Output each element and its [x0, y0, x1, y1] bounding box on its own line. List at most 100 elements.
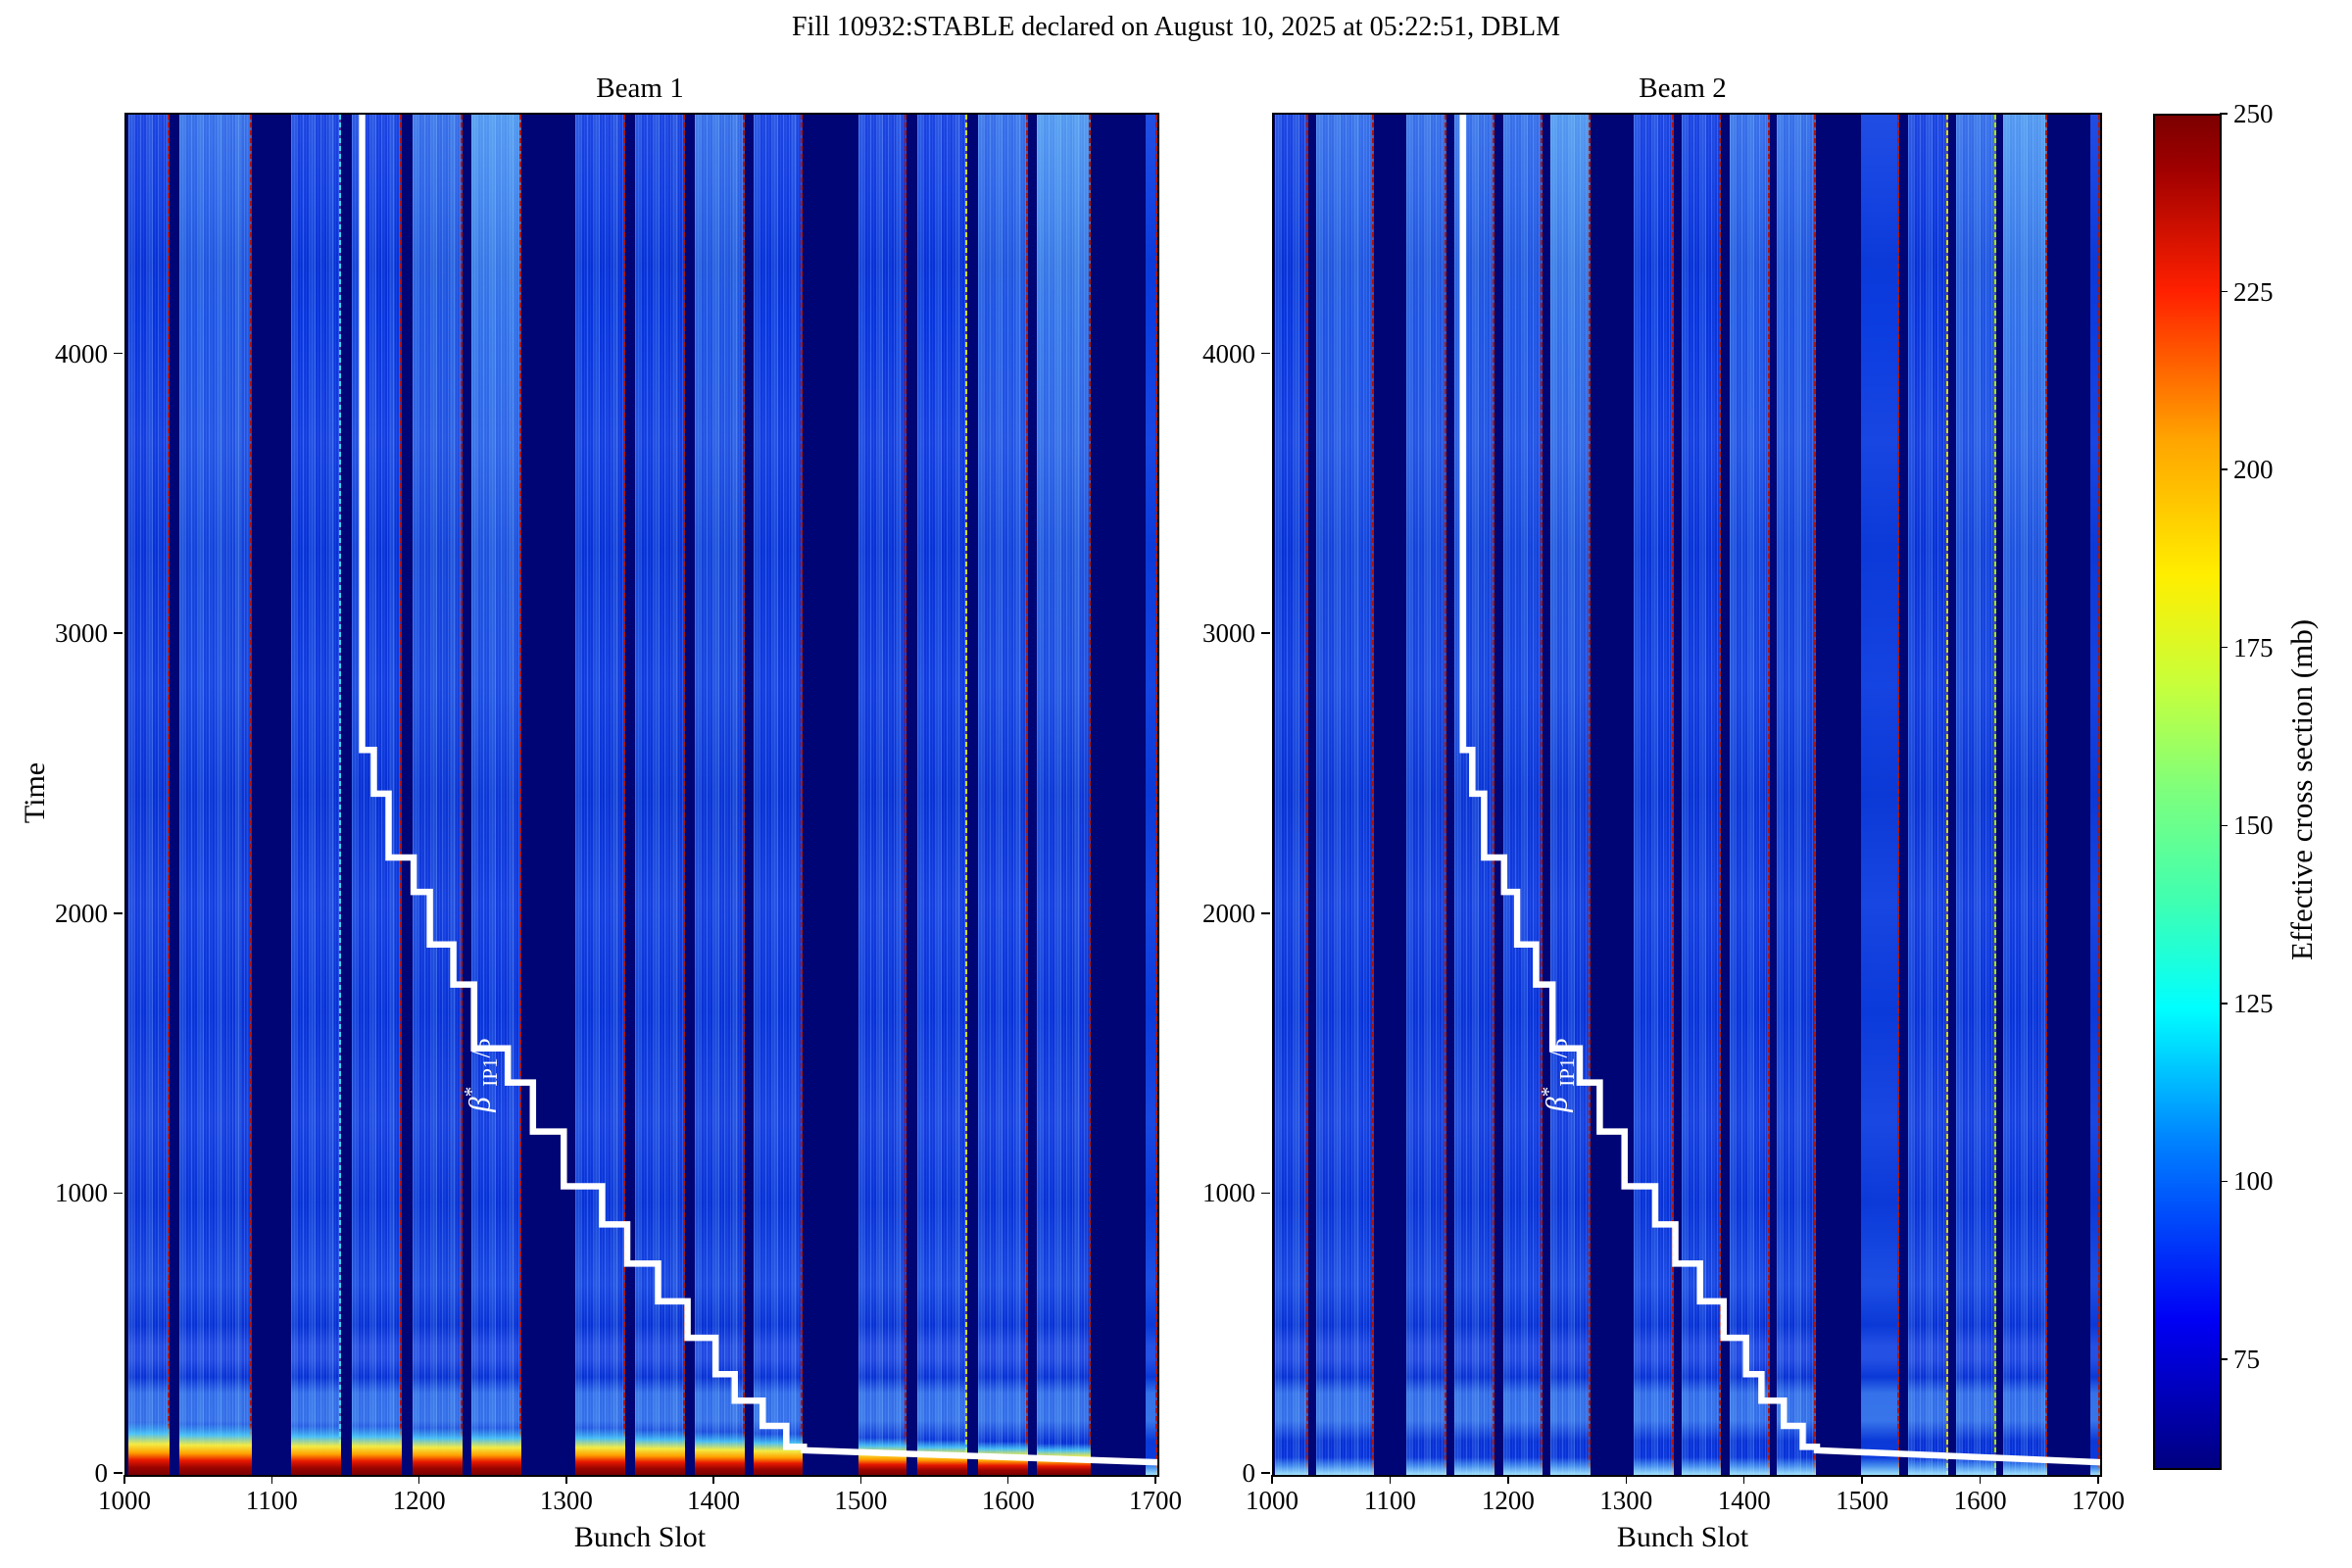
- bunch-train: [1729, 115, 1770, 1475]
- x-tick-label: 1600: [1953, 1486, 2007, 1515]
- train-edge-hot-line: [965, 115, 968, 1475]
- train-edge-hot-line: [518, 115, 521, 1475]
- colorbar: [2153, 114, 2222, 1470]
- beta-star-label: β*IP1/5: [460, 1038, 503, 1111]
- beta-suffix: /5: [466, 1037, 496, 1058]
- colorbar-label: Effective cross section (mb): [2284, 618, 2319, 961]
- x-tick-mark: [712, 1475, 714, 1484]
- colorbar-tick-mark: [2220, 468, 2228, 470]
- bunch-train: [179, 115, 252, 1475]
- x-tick-label: 1200: [1481, 1486, 1535, 1515]
- colorbar-tick-label: 200: [2233, 455, 2274, 485]
- bunch-train: [127, 115, 170, 1475]
- bunch-train: [1275, 115, 1308, 1475]
- x-tick-label: 1100: [1363, 1486, 1416, 1515]
- y-tick-mark: [1261, 1472, 1270, 1474]
- hot-bottom-gradient: [127, 1422, 170, 1475]
- x-tick-mark: [123, 1475, 125, 1484]
- x-tick-mark: [1861, 1475, 1863, 1484]
- train-edge-hot-line: [1372, 115, 1375, 1475]
- y-tick-mark: [1261, 352, 1270, 355]
- colorbar-tick-mark: [2220, 646, 2228, 649]
- train-edge-hot-line: [1155, 115, 1157, 1475]
- cool-bottom-glow: [1860, 1457, 1900, 1475]
- y-tick-mark: [114, 912, 122, 914]
- x-tick-label: 1500: [834, 1486, 888, 1515]
- bunch-train: [291, 115, 342, 1475]
- beta-star-step-line: [359, 115, 1157, 1466]
- bunch-train: [1502, 115, 1544, 1475]
- colorbar-tick-mark: [2220, 1358, 2228, 1360]
- colorbar-tick-label: 100: [2233, 1166, 2274, 1197]
- cool-bottom-glow: [1502, 1457, 1544, 1475]
- train-edge-hot-line: [1767, 115, 1770, 1475]
- bunch-train: [1956, 115, 1996, 1475]
- x-tick-label: 1100: [245, 1486, 298, 1515]
- x-tick-mark: [417, 1475, 420, 1484]
- colorbar-tick-mark: [2220, 1003, 2228, 1004]
- y-tick-label: 4000: [1202, 338, 1255, 368]
- hot-bottom-gradient: [634, 1430, 685, 1475]
- bunch-train: [470, 115, 521, 1475]
- colorbar-tick-label: 75: [2233, 1345, 2260, 1375]
- y-tick-mark: [114, 1192, 122, 1195]
- train-edge-hot-line: [1025, 115, 1028, 1475]
- bunch-train: [1316, 115, 1375, 1475]
- y-tick-label: 1000: [55, 1178, 108, 1208]
- x-tick-mark: [1271, 1475, 1273, 1484]
- train-edge-hot-line: [1672, 115, 1675, 1475]
- y-tick-label: 2000: [55, 898, 108, 928]
- x-axis-label-beam2: Bunch Slot: [1616, 1521, 1749, 1553]
- heatmap-panel-beam2: β*IP1/5: [1272, 113, 2102, 1477]
- train-edge-hot-line: [167, 115, 170, 1475]
- x-tick-label: 1000: [98, 1486, 151, 1515]
- colorbar-tick-mark: [2220, 290, 2228, 293]
- train-edge-hot-line: [682, 115, 685, 1475]
- train-edge-hot-line: [1089, 115, 1092, 1475]
- bunch-train: [412, 115, 463, 1475]
- beta-superscript: *: [1537, 1086, 1561, 1097]
- train-edge-hot-line: [743, 115, 746, 1475]
- bunch-train: [1681, 115, 1722, 1475]
- hot-bottom-gradient: [179, 1424, 252, 1475]
- x-tick-label: 1300: [539, 1486, 593, 1515]
- beta-subscript: IP1: [477, 1057, 502, 1087]
- y-tick-label: 1000: [1202, 1178, 1255, 1208]
- beta-symbol: β: [462, 1096, 497, 1112]
- hot-bottom-gradient: [695, 1432, 746, 1475]
- bunch-train: [1907, 115, 1948, 1475]
- x-tick-mark: [1507, 1475, 1509, 1484]
- train-edge-hot-line: [460, 115, 463, 1475]
- cool-bottom-glow: [1956, 1457, 1996, 1475]
- train-edge-hot-line: [905, 115, 907, 1475]
- y-tick-label: 0: [94, 1458, 109, 1488]
- cool-bottom-glow: [1405, 1457, 1446, 1475]
- hot-bottom-gradient: [470, 1428, 521, 1475]
- bunch-train: [1860, 115, 1900, 1475]
- bunch-train: [634, 115, 685, 1475]
- colorbar-tick-mark: [2220, 824, 2228, 827]
- y-tick-mark: [114, 352, 122, 355]
- x-tick-label: 1500: [1836, 1486, 1889, 1515]
- y-tick-label: 4000: [55, 338, 108, 368]
- bunch-train: [2003, 115, 2047, 1475]
- x-tick-label: 1700: [1129, 1486, 1182, 1515]
- x-tick-mark: [1742, 1475, 1745, 1484]
- colorbar-tick-label: 150: [2233, 810, 2274, 841]
- train-edge-hot-line: [1588, 115, 1591, 1475]
- train-edge-hot-line: [1993, 115, 1996, 1475]
- bunch-train: [695, 115, 746, 1475]
- x-tick-mark: [1389, 1475, 1392, 1484]
- cool-bottom-glow: [1729, 1457, 1770, 1475]
- train-edge-hot-line: [249, 115, 252, 1475]
- bunch-train: [1777, 115, 1816, 1475]
- bunch-train: [917, 115, 968, 1475]
- x-axis-label-beam1: Bunch Slot: [573, 1521, 707, 1553]
- y-tick-label: 0: [1242, 1458, 1256, 1488]
- x-tick-mark: [1979, 1475, 1982, 1484]
- cool-bottom-glow: [1777, 1457, 1816, 1475]
- y-tick-mark: [114, 1472, 122, 1474]
- colorbar-tick-mark: [2220, 1180, 2228, 1183]
- cool-bottom-glow: [1316, 1457, 1375, 1475]
